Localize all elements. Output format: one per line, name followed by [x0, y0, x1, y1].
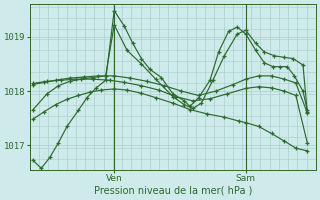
X-axis label: Pression niveau de la mer( hPa ): Pression niveau de la mer( hPa ) — [94, 186, 252, 196]
